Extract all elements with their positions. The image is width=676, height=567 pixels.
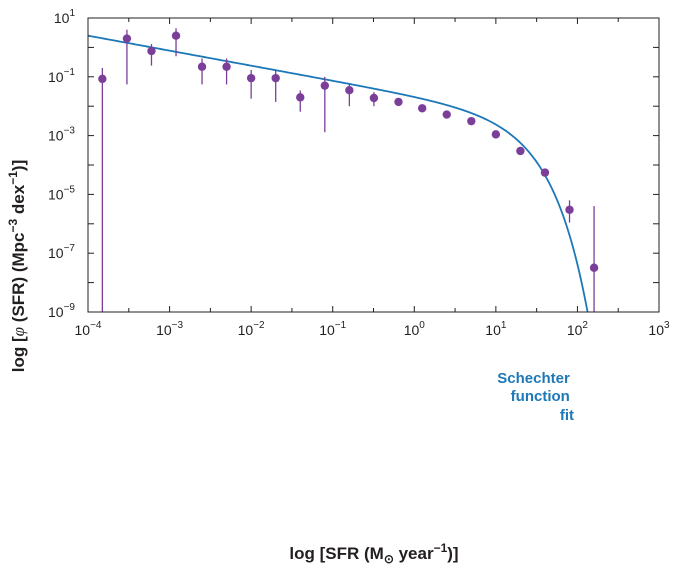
data-point (345, 86, 354, 95)
y-tick-labels: 101 10−1 10−3 10−5 10−7 10−9 (48, 8, 75, 320)
data-point (147, 46, 156, 56)
x-tick-label: 100 (404, 320, 426, 338)
data-point (442, 110, 451, 119)
data-point (271, 73, 280, 83)
data-point (540, 168, 550, 177)
x-axis-title: log [SFR (M⊙ year−1)] (289, 541, 458, 566)
schechter-fit-line (87, 34, 589, 313)
y-axis-title: log [φ (SFR) (Mpc−3 dex−1)] (6, 160, 28, 372)
data-point (320, 81, 330, 90)
data-point (246, 73, 256, 83)
data-point (171, 31, 181, 40)
data-point (222, 62, 231, 71)
x-tick-labels: 10−4 10−3 10−2 10−1 100 101 102 103 (75, 320, 671, 338)
data-point (197, 62, 207, 71)
x-tick-label: 101 (485, 320, 507, 338)
y-tick-label: 10−3 (48, 126, 75, 144)
y-tick-label: 10−7 (48, 243, 75, 261)
y-tick-label: 10−1 (48, 67, 75, 85)
data-point (589, 263, 599, 272)
data-point (516, 146, 525, 156)
x-tick-label: 103 (648, 320, 670, 338)
data-point (417, 104, 427, 113)
data-point (98, 74, 107, 84)
y-tick-label: 101 (54, 8, 76, 26)
data-point (491, 130, 501, 139)
data-point (122, 34, 132, 43)
x-tick-label: 10−2 (238, 320, 265, 338)
y-tick-label: 10−9 (48, 302, 75, 320)
axis-ticks (87, 17, 660, 313)
data-point (565, 205, 574, 214)
x-tick-label: 10−4 (75, 320, 102, 338)
data-points-layer (98, 28, 599, 312)
data-point (394, 97, 403, 107)
plot-frame (87, 17, 660, 313)
x-tick-label: 10−1 (319, 320, 346, 338)
data-point (369, 93, 379, 103)
y-tick-label: 10−5 (48, 184, 75, 202)
data-point (467, 116, 476, 126)
x-tick-label: 10−3 (156, 320, 183, 338)
schechter-fit-annotation: Schechter function fit (497, 370, 574, 424)
x-tick-label: 102 (567, 320, 589, 338)
fit-curve-layer (87, 34, 589, 313)
data-point (296, 93, 305, 102)
